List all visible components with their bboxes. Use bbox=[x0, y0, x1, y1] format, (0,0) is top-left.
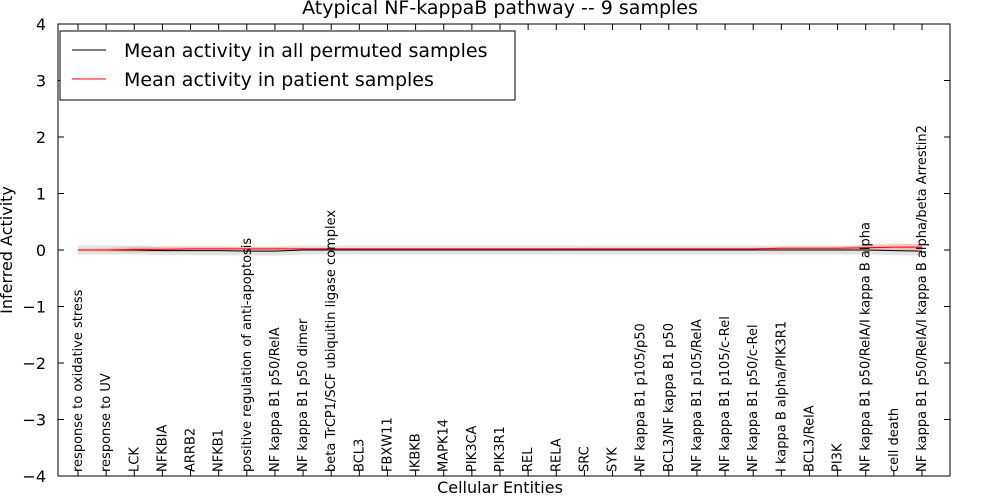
category-label: REL bbox=[521, 447, 536, 472]
category-label: PIK3CA bbox=[465, 425, 480, 472]
y-tick-label: 3 bbox=[36, 72, 46, 91]
legend-label-0: Mean activity in all permuted samples bbox=[124, 40, 487, 62]
y-tick-label: −3 bbox=[22, 411, 46, 430]
category-labels: response to oxidative stress response to … bbox=[71, 125, 930, 472]
category-label: IKBKB bbox=[409, 433, 424, 472]
category-label: positive regulation of anti-apoptosis bbox=[240, 238, 255, 472]
category-label: BCL3 bbox=[352, 439, 367, 472]
category-label: response to UV bbox=[99, 373, 114, 472]
chart-title: Atypical NF-kappaB pathway -- 9 samples bbox=[302, 0, 698, 19]
category-label: NF kappa B1 p50 dimer bbox=[296, 318, 311, 472]
category-label: NF kappa B1 p105/RelA bbox=[690, 319, 705, 472]
legend-label-1: Mean activity in patient samples bbox=[124, 69, 434, 91]
category-label: beta TrCP1/SCF ubiquitin ligase complex bbox=[324, 210, 339, 472]
category-label: SYK bbox=[606, 447, 621, 472]
series-line-1 bbox=[78, 246, 922, 251]
category-label: NFKBIA bbox=[155, 425, 170, 472]
legend: Mean activity in all permuted samples Mea… bbox=[59, 30, 516, 101]
category-label: NFKB1 bbox=[212, 429, 227, 472]
category-label: BCL3/RelA bbox=[802, 405, 817, 472]
category-label: MAPK14 bbox=[437, 419, 452, 472]
axis-ticks: −4 −3 −2 −1 0 1 2 3 4 bbox=[22, 15, 950, 486]
series-line-0 bbox=[78, 249, 923, 252]
series-lines bbox=[78, 246, 923, 252]
category-label: ARRB2 bbox=[184, 428, 199, 472]
category-label: NF kappa B1 p50/c-Rel bbox=[746, 324, 761, 472]
category-label: PIK3R1 bbox=[493, 426, 508, 472]
y-tick-label: −2 bbox=[22, 354, 46, 373]
category-label: SRC bbox=[577, 446, 592, 472]
category-label: BCL3/NF kappa B1 p50 bbox=[662, 323, 677, 472]
category-label: RELA bbox=[549, 438, 564, 472]
y-tick-label: 2 bbox=[36, 128, 46, 147]
category-label: LCK bbox=[127, 447, 142, 472]
y-tick-label: −1 bbox=[22, 298, 46, 317]
legend-box bbox=[59, 30, 516, 101]
plot-frame bbox=[57, 23, 951, 477]
category-label: NF kappa B1 p105/c-Rel bbox=[718, 316, 733, 472]
x-axis-label: Cellular Entities bbox=[437, 478, 563, 497]
y-tick-label: 1 bbox=[36, 185, 46, 204]
category-label: FBXW11 bbox=[380, 417, 395, 472]
y-tick-label: 4 bbox=[36, 15, 46, 34]
category-label: PI3K bbox=[831, 443, 846, 472]
category-label: NF kappa B1 p50/RelA/I kappa B alpha/bet… bbox=[915, 125, 930, 472]
y-tick-label: −4 bbox=[22, 467, 46, 486]
category-label: cell death bbox=[887, 408, 902, 472]
category-label: NF kappa B1 p50/RelA/I kappa B alpha bbox=[859, 222, 874, 472]
category-label: NF kappa B1 p105/p50 bbox=[634, 323, 649, 472]
y-tick-label: 0 bbox=[36, 241, 46, 260]
category-label: response to oxidative stress bbox=[71, 289, 86, 472]
y-axis-label: Inferred Activity bbox=[0, 186, 16, 314]
category-label: NF kappa B1 p50/RelA bbox=[268, 327, 283, 472]
category-label: I kappa B alpha/PIK3R1 bbox=[774, 321, 789, 472]
